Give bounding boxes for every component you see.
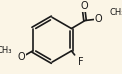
- Text: O: O: [80, 1, 88, 11]
- Text: CH₃: CH₃: [110, 8, 122, 17]
- Text: F: F: [78, 57, 84, 67]
- Text: O: O: [95, 14, 102, 24]
- Text: CH₃: CH₃: [0, 46, 12, 55]
- Text: O: O: [18, 52, 25, 62]
